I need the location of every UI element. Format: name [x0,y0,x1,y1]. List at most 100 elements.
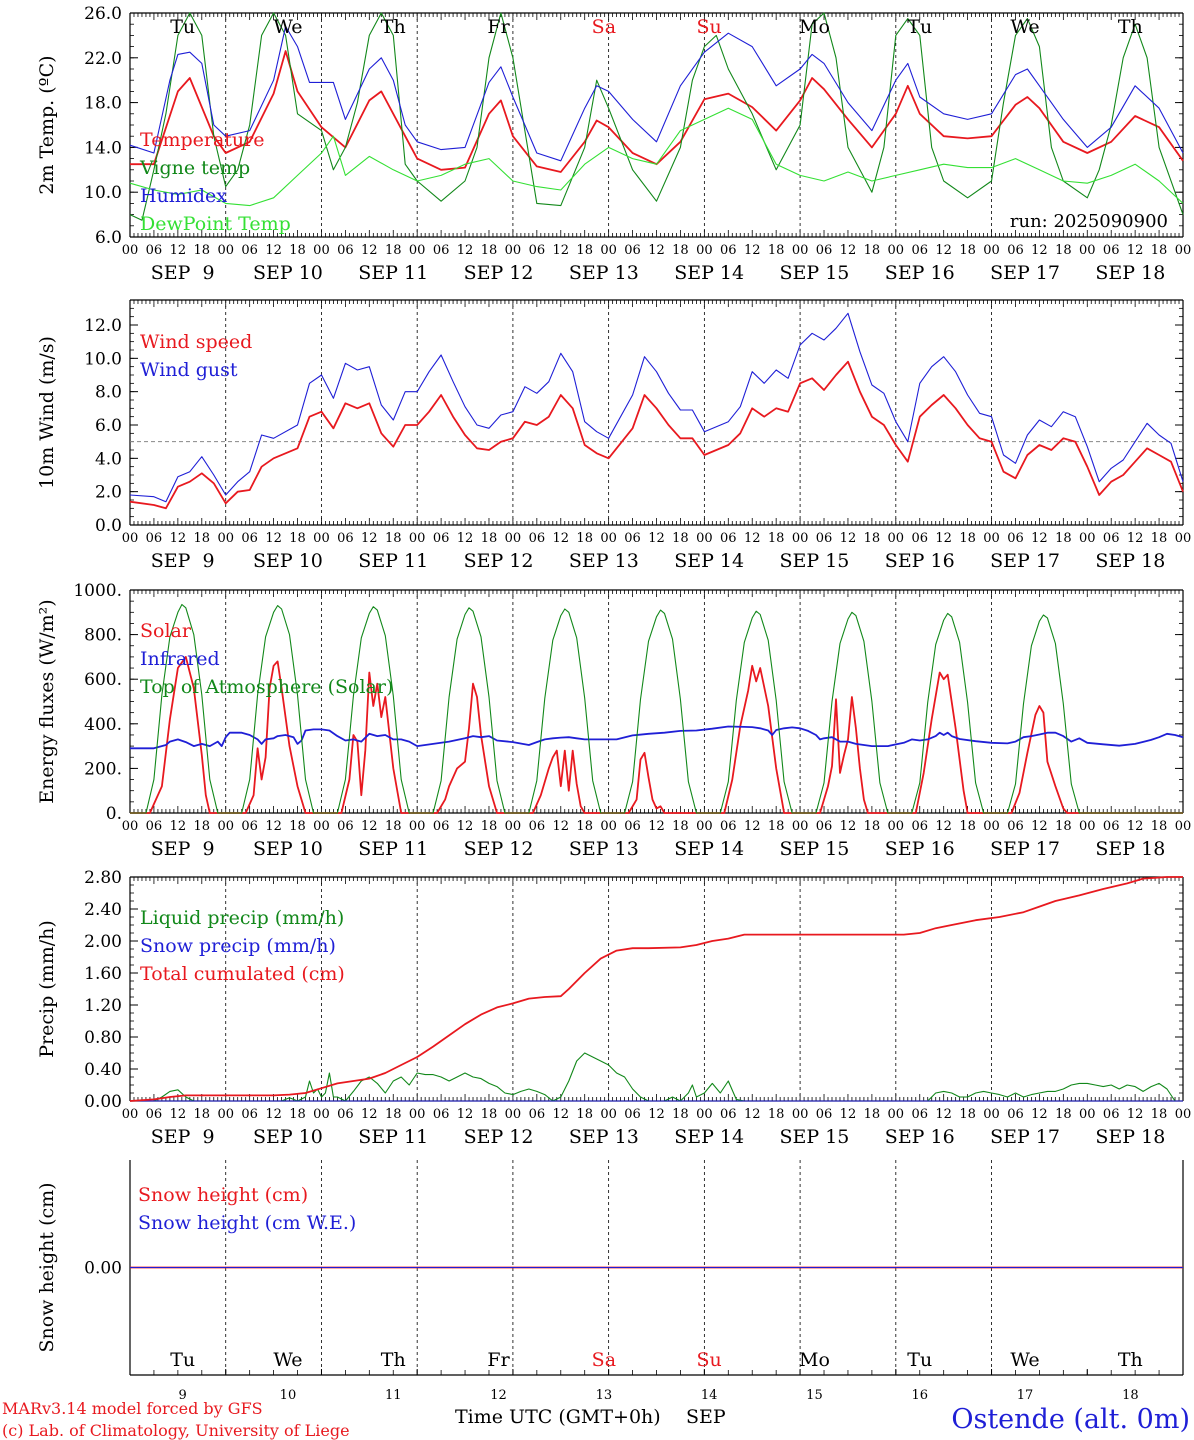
hour-label: 12 [1031,819,1048,834]
series-dewpoint-temp [129,107,1184,207]
date-label: SEP 16 [885,838,955,860]
panel-4: 0.00 0.40 0.80 1.20 1.60 2.00 2.40 2.80 Precip (… [36,868,1191,1148]
hour-label: 00 [983,531,1000,546]
hour-label: 18 [959,819,976,834]
hour-label: 18 [672,243,689,258]
hour-label: 12 [840,819,857,834]
hour-label: 18 [864,819,881,834]
hour-label: 18 [481,243,498,258]
hour-label: 12 [1127,1107,1144,1122]
hour-label: 18 [289,243,306,258]
hour-label: 12 [744,243,761,258]
hour-label: 00 [409,531,426,546]
hour-label: 18 [1055,819,1072,834]
hour-label: 06 [529,243,546,258]
day-number: 18 [1122,1388,1139,1403]
hour-label: 00 [313,531,330,546]
day-label: We [1010,1349,1039,1371]
hour-label: 12 [744,819,761,834]
hour-label: 00 [983,819,1000,834]
date-label: SEP 13 [569,838,639,860]
hour-label: 12 [361,243,378,258]
date-label: SEP 15 [780,838,850,860]
hour-label: 12 [1127,531,1144,546]
hour-label: 18 [481,1107,498,1122]
hour-label: 00 [792,819,809,834]
date-label: SEP 10 [253,550,323,572]
hour-label: 06 [1103,243,1120,258]
y-tick-label: 800. [84,626,122,646]
hour-label: 12 [361,819,378,834]
hour-label: 06 [433,243,450,258]
hour-label: 12 [552,531,569,546]
hour-label: 12 [361,531,378,546]
hour-label: 06 [241,819,258,834]
hour-label: 06 [337,531,354,546]
day-label: Th [1118,1349,1143,1371]
date-label: SEP 10 [253,838,323,860]
hour-label: 12 [840,531,857,546]
hour-label: 06 [146,819,163,834]
day-label: Tu [170,1349,195,1371]
hour-label: 00 [696,819,713,834]
hour-label: 12 [1031,531,1048,546]
legend-entry: Total cumulated (cm) [140,963,345,985]
hour-label: 06 [720,819,737,834]
hour-label: 00 [505,531,522,546]
hour-label: 18 [289,1107,306,1122]
day-number: 14 [701,1388,718,1403]
hour-label: 00 [1175,531,1192,546]
hour-label: 18 [194,819,211,834]
hour-label: 12 [265,1107,282,1122]
hour-label: 12 [552,1107,569,1122]
date-label: SEP 16 [885,1126,955,1148]
day-label: Mo [799,16,830,38]
day-label: We [1010,16,1039,38]
y-tick-label: 26.0 [84,4,122,24]
hour-label: 00 [505,819,522,834]
hour-label: 12 [935,243,952,258]
hour-label: 00 [1079,1107,1096,1122]
day-number: 15 [806,1388,823,1403]
hour-label: 12 [840,1107,857,1122]
hour-label: 18 [672,531,689,546]
time-axis-label: Time UTC (GMT+0h) [455,1406,661,1428]
date-label: SEP 9 [151,838,215,860]
hour-label: 00 [600,1107,617,1122]
date-label: SEP 18 [1095,838,1165,860]
footer: MARv3.14 model forced by GFS (c) Lab. of… [2,1399,1190,1440]
hour-label: 00 [1175,243,1192,258]
y-tick-label: 12.0 [84,316,122,336]
hour-label: 18 [385,243,402,258]
y-tick-label: 0.80 [84,1028,122,1048]
series-vigne-temp [129,12,1184,221]
hour-label: 06 [816,243,833,258]
hour-label: 06 [241,1107,258,1122]
hour-label: 12 [457,1107,474,1122]
hour-label: 06 [624,1107,641,1122]
hour-label: 06 [146,531,163,546]
day-label: Su [697,1349,722,1371]
hour-label: 00 [1175,819,1192,834]
hour-label: 18 [194,1107,211,1122]
hour-label: 06 [720,243,737,258]
hour-label: 18 [864,531,881,546]
hour-label: 18 [1055,1107,1072,1122]
hour-label: 12 [552,819,569,834]
hour-label: 00 [888,819,905,834]
hour-label: 12 [1031,243,1048,258]
hour-label: 12 [648,531,665,546]
y-tick-label: 6.0 [95,228,122,248]
y-tick-label: 0.0 [95,516,122,536]
hour-label: 00 [313,1107,330,1122]
hour-label: 18 [481,531,498,546]
y-tick-label: 600. [84,670,122,690]
series-top-of-atmosphere-solar [130,603,1183,814]
hour-label: 00 [505,1107,522,1122]
hour-label: 12 [457,819,474,834]
hour-label: 06 [241,531,258,546]
day-label: Fr [487,16,510,38]
day-label: Fr [487,1349,510,1371]
legend-entry: DewPoint Temp [140,213,291,235]
hour-label: 18 [768,531,785,546]
